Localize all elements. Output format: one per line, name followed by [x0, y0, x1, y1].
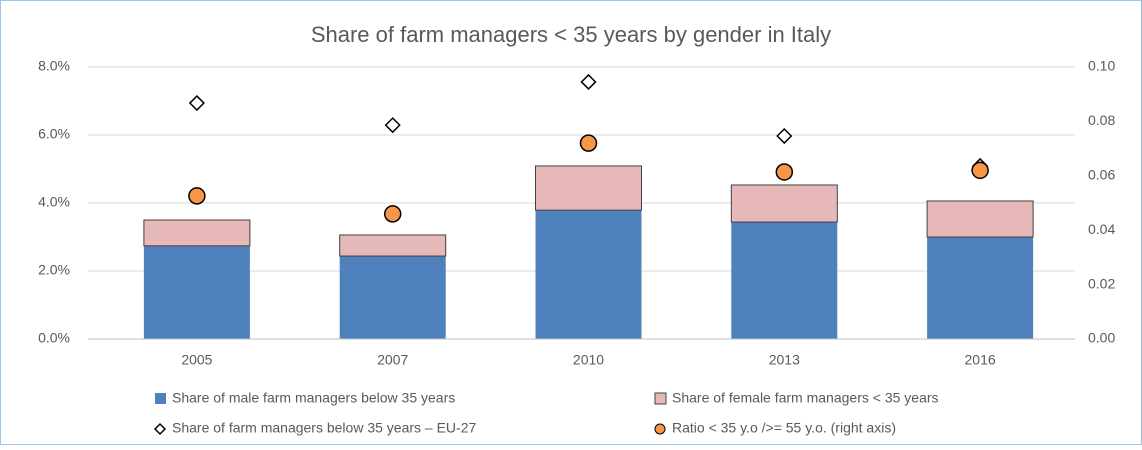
x-tick-label: 2010	[573, 352, 604, 368]
legend-marker	[654, 392, 667, 405]
bar	[535, 210, 642, 339]
legend-label: Share of male farm managers below 35 yea…	[172, 390, 455, 406]
y-tick-label: 4.0%	[38, 194, 70, 210]
diamond-marker	[776, 127, 793, 145]
y2-tick-label: 0.00	[1088, 330, 1115, 346]
legend-marker	[654, 423, 666, 435]
circle-marker	[383, 205, 402, 223]
diamond-marker	[384, 117, 401, 134]
x-tick-label: 2016	[965, 352, 996, 368]
legend-label: Ratio < 35 y.o />= 55 y.o. (right axis)	[672, 420, 896, 436]
y2-tick-label: 0.10	[1088, 58, 1115, 74]
bar	[731, 222, 838, 339]
legend-marker	[153, 422, 167, 436]
circle-marker	[971, 161, 989, 180]
y2-tick-label: 0.06	[1088, 167, 1115, 183]
legend-label: Share of farm managers below 35 years – …	[172, 420, 476, 436]
x-tick-label: 2013	[769, 352, 800, 368]
bar	[535, 165, 642, 211]
y2-tick-label: 0.02	[1088, 275, 1115, 291]
legend-label: Share of female farm managers < 35 years	[672, 390, 939, 406]
bar	[339, 256, 446, 339]
diamond-marker	[188, 94, 205, 112]
y-tick-label: 6.0%	[38, 126, 70, 142]
y-tick-label: 2.0%	[38, 262, 70, 278]
bar	[143, 245, 250, 339]
y-tick-label: 0.0%	[38, 330, 70, 346]
bar	[143, 219, 251, 247]
y-tick-label: 8.0%	[38, 58, 70, 74]
x-tick-label: 2007	[377, 352, 408, 368]
legend-marker	[155, 393, 166, 404]
y2-tick-label: 0.08	[1088, 112, 1115, 128]
bar	[927, 237, 1034, 339]
bar	[730, 184, 838, 223]
y2-tick-label: 0.04	[1088, 221, 1115, 237]
chart-title: Share of farm managers < 35 years by gen…	[311, 22, 831, 47]
bar	[339, 234, 447, 257]
circle-marker	[188, 187, 206, 205]
diamond-marker	[580, 73, 597, 91]
circle-marker	[579, 134, 598, 152]
circle-marker	[775, 163, 794, 181]
x-tick-label: 2005	[181, 352, 212, 368]
bar	[926, 200, 1034, 238]
